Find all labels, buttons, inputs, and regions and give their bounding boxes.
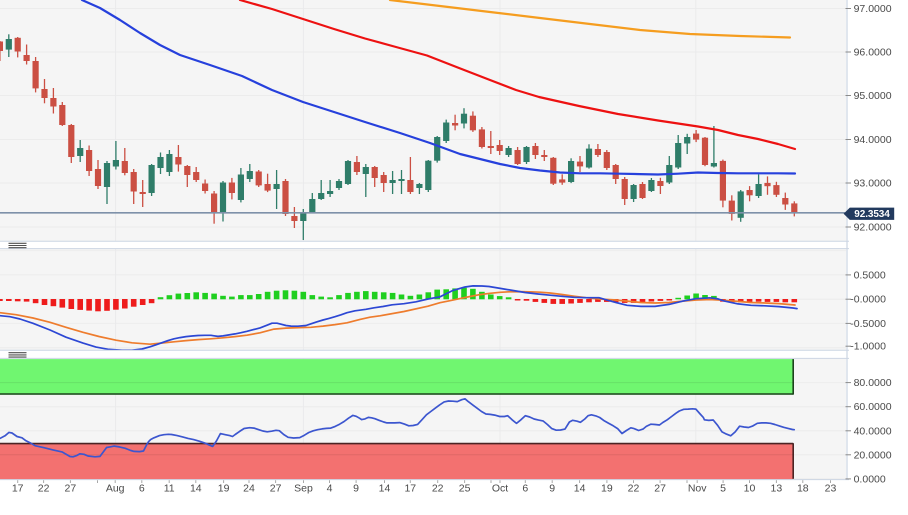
svg-text:24: 24 xyxy=(243,483,255,495)
svg-text:93.0000: 93.0000 xyxy=(854,178,892,190)
svg-text:6: 6 xyxy=(139,483,145,495)
svg-text:20.0000: 20.0000 xyxy=(854,449,892,461)
svg-text:96.0000: 96.0000 xyxy=(854,47,892,59)
svg-text:14: 14 xyxy=(379,483,391,495)
svg-text:95.0000: 95.0000 xyxy=(854,90,892,102)
svg-text:27: 27 xyxy=(270,483,282,495)
svg-text:0.5000: 0.5000 xyxy=(854,269,886,281)
svg-text:25: 25 xyxy=(459,483,471,495)
svg-text:11: 11 xyxy=(164,483,175,495)
svg-text:94.0000: 94.0000 xyxy=(854,134,892,146)
svg-text:19: 19 xyxy=(218,483,230,495)
svg-text:60.0000: 60.0000 xyxy=(854,401,892,413)
svg-text:-0.0000: -0.0000 xyxy=(850,294,886,306)
svg-text:17: 17 xyxy=(404,483,416,495)
svg-text:9: 9 xyxy=(353,483,359,495)
svg-text:Oct: Oct xyxy=(492,483,508,495)
svg-text:Aug: Aug xyxy=(106,483,125,495)
svg-text:14: 14 xyxy=(190,483,202,495)
svg-text:10: 10 xyxy=(744,483,756,495)
svg-text:27: 27 xyxy=(654,483,666,495)
svg-text:22: 22 xyxy=(38,483,50,495)
svg-text:23: 23 xyxy=(825,483,837,495)
svg-text:22: 22 xyxy=(432,483,444,495)
svg-text:17: 17 xyxy=(12,483,24,495)
svg-text:18: 18 xyxy=(797,483,809,495)
svg-text:13: 13 xyxy=(771,483,783,495)
svg-text:22: 22 xyxy=(628,483,640,495)
svg-text:0.0000: 0.0000 xyxy=(854,473,886,485)
svg-text:40.0000: 40.0000 xyxy=(854,425,892,437)
svg-text:19: 19 xyxy=(601,483,613,495)
svg-text:14: 14 xyxy=(574,483,586,495)
svg-text:92.3534: 92.3534 xyxy=(854,209,890,220)
svg-text:4: 4 xyxy=(327,483,333,495)
svg-text:80.0000: 80.0000 xyxy=(854,377,892,389)
svg-text:27: 27 xyxy=(65,483,77,495)
svg-text:-0.5000: -0.5000 xyxy=(850,318,886,330)
svg-text:Nov: Nov xyxy=(688,483,707,495)
svg-text:97.0000: 97.0000 xyxy=(854,3,892,15)
svg-text:Sep: Sep xyxy=(294,483,313,495)
svg-text:-1.0000: -1.0000 xyxy=(850,341,886,353)
svg-text:5: 5 xyxy=(720,483,726,495)
svg-text:9: 9 xyxy=(549,483,555,495)
svg-text:92.0000: 92.0000 xyxy=(854,222,892,234)
svg-text:6: 6 xyxy=(522,483,528,495)
